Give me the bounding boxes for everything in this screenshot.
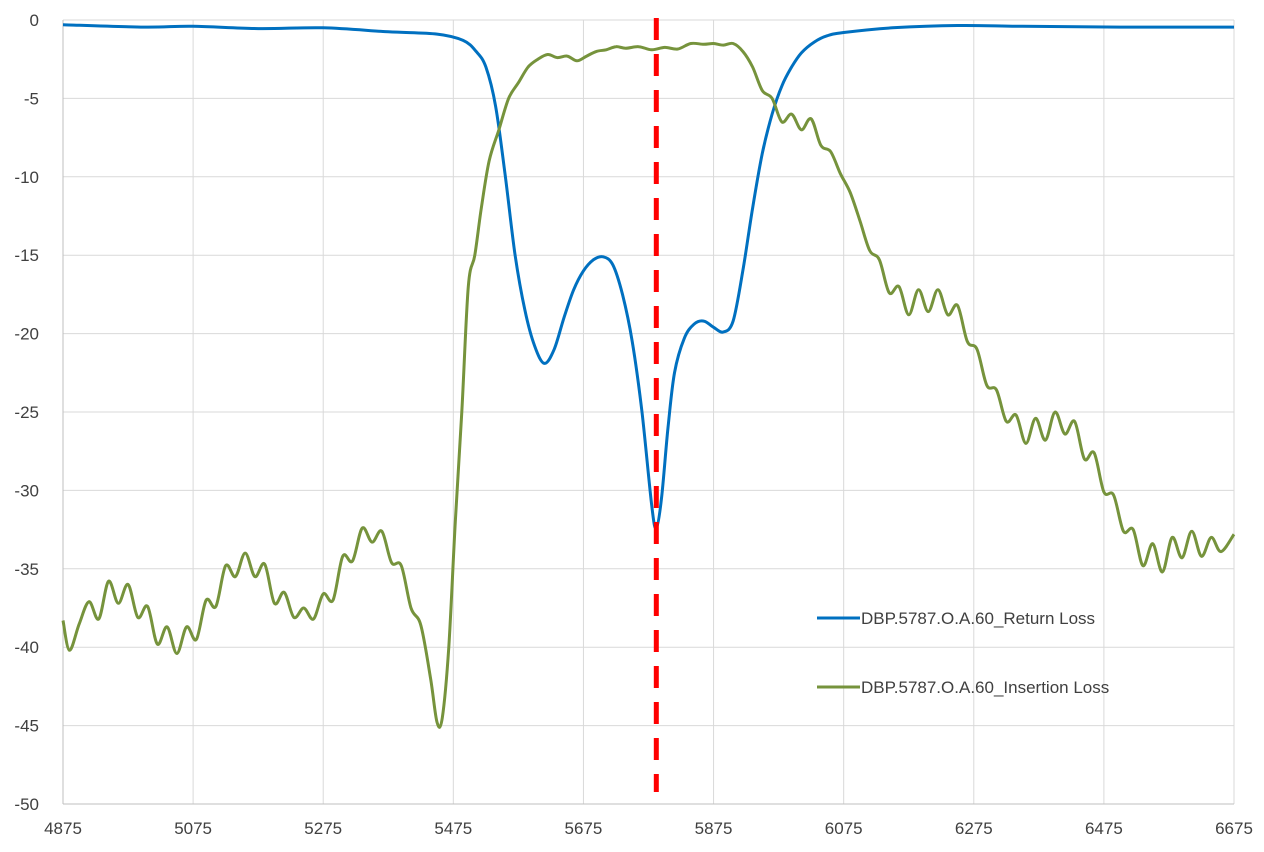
y-tick-label: -15 [14,246,39,265]
y-tick-label: -35 [14,560,39,579]
legend-label-2: DBP.5787.O.A.60_Insertion Loss [861,678,1109,697]
series-lines [61,23,1236,729]
x-tick-label: 5075 [174,819,212,838]
axes [62,20,1234,805]
y-tick-label: -25 [14,403,39,422]
x-tick-label: 6675 [1215,819,1253,838]
legend: DBP.5787.O.A.60_Return Loss DBP.5787.O.A.… [817,609,1109,697]
x-tick-label: 6075 [825,819,863,838]
x-tick-label: 5475 [434,819,472,838]
y-tick-label: -5 [24,89,39,108]
legend-label-1: DBP.5787.O.A.60_Return Loss [861,609,1095,628]
x-tick-label: 5675 [565,819,603,838]
x-tick-labels: 4875 5075 5275 5475 5675 5875 6075 6275 6475 6675 [44,819,1253,838]
y-tick-label: 0 [30,11,39,30]
y-tick-labels: 0 -5 -10 -15 -20 -25 -30 -35 -40 -45 -50 [14,11,39,814]
y-tick-label: -45 [14,717,39,736]
series-line-1 [62,23,1235,530]
x-tick-label: 6475 [1085,819,1123,838]
y-tick-label: -20 [14,325,39,344]
x-tick-label: 5275 [304,819,342,838]
x-tick-label: 5875 [695,819,733,838]
y-tick-label: -50 [14,795,39,814]
x-tick-label: 4875 [44,819,82,838]
y-tick-label: -40 [14,638,39,657]
x-tick-label: 6275 [955,819,993,838]
series-line-2 [61,41,1236,729]
y-tick-label: -10 [14,168,39,187]
y-tick-label: -30 [14,481,39,500]
